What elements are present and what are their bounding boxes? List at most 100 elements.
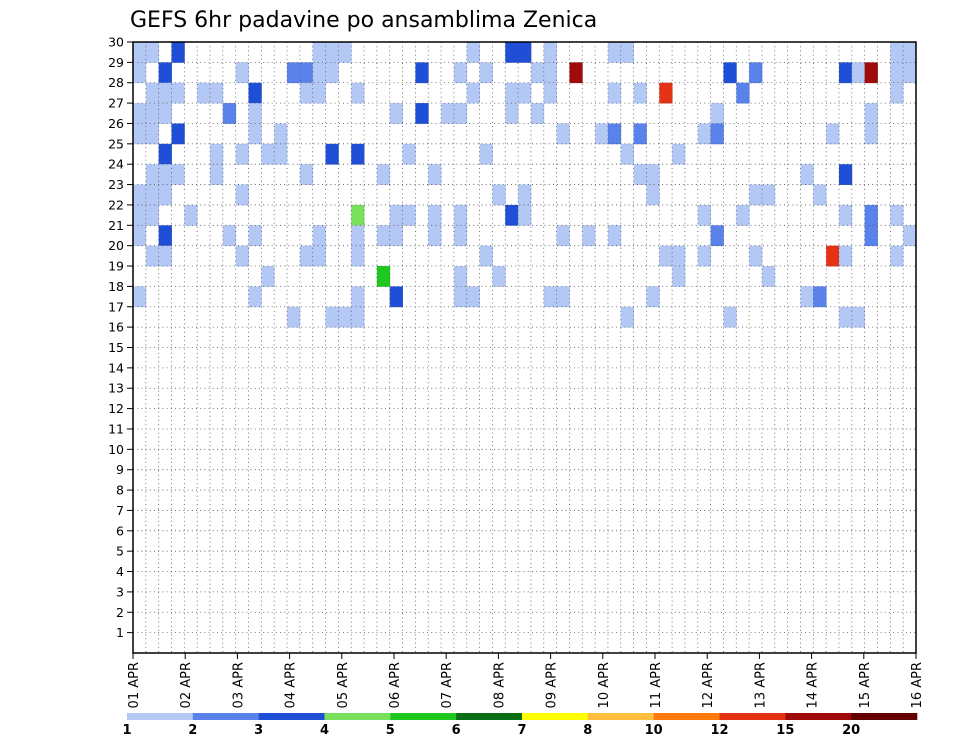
heatmap-cell: [569, 62, 583, 84]
heatmap-cell: [800, 164, 814, 185]
heatmap-cell: [851, 62, 866, 84]
heatmap-cell: [325, 62, 339, 84]
heatmap-cell: [222, 103, 237, 124]
x-tick-label: 09 APR: [545, 662, 560, 708]
y-tick-label: 1: [116, 625, 124, 640]
x-tick-label: 08 APR: [492, 662, 507, 708]
heatmap-cell: [274, 123, 288, 145]
heatmap-cell: [312, 82, 326, 104]
heatmap-cell: [325, 42, 339, 63]
y-tick-label: 13: [108, 381, 124, 396]
heatmap-cells: [133, 42, 917, 328]
colorbar-label: 3: [254, 723, 263, 738]
heatmap-cell: [890, 42, 904, 63]
colorbar-swatch: [522, 713, 589, 720]
heatmap-cell: [710, 123, 724, 145]
heatmap-cell: [466, 42, 480, 63]
heatmap-cell: [530, 103, 545, 124]
colorbar-swatch: [258, 713, 325, 720]
colorbar-swatch: [192, 713, 259, 720]
heatmap-cell: [133, 286, 147, 308]
heatmap-cell: [813, 184, 827, 206]
heatmap-cell: [838, 306, 853, 328]
heatmap-cell: [582, 225, 596, 247]
heatmap-cell: [710, 103, 724, 124]
heatmap-cell: [235, 143, 249, 165]
heatmap-cell: [749, 245, 763, 267]
x-tick-label: 16 APR: [910, 662, 925, 708]
heatmap-cell: [864, 62, 878, 84]
heatmap-cell: [389, 103, 403, 124]
y-tick-label: 2: [116, 605, 124, 620]
heatmap-cell: [620, 143, 635, 165]
heatmap-cell: [235, 62, 249, 84]
heatmap-cell: [736, 204, 750, 226]
heatmap-cell: [376, 266, 391, 287]
colorbar-label: 1: [122, 723, 131, 738]
heatmap-cell: [171, 82, 185, 104]
heatmap-cell: [864, 103, 878, 124]
heatmap-cell: [158, 143, 172, 165]
heatmap-cell: [646, 184, 660, 206]
heatmap-cell: [158, 82, 172, 104]
heatmap-cell: [505, 82, 519, 104]
heatmap-cell: [800, 286, 814, 308]
heatmap-cell: [697, 123, 712, 145]
heatmap-cell: [453, 286, 468, 308]
colorbar-label: 2: [188, 723, 197, 738]
x-tick-label: 03 APR: [231, 662, 246, 708]
heatmap-cell: [838, 62, 853, 84]
heatmap-cell: [543, 62, 557, 84]
y-tick-label: 3: [116, 584, 124, 599]
colorbar-label: 7: [517, 723, 526, 738]
heatmap-cell: [325, 306, 339, 328]
heatmap-cell: [518, 204, 532, 226]
heatmap-cell: [543, 82, 557, 104]
heatmap-cell: [299, 245, 314, 267]
heatmap-cell: [415, 62, 429, 84]
heatmap-cell: [453, 266, 468, 287]
heatmap-cell: [556, 123, 570, 145]
heatmap-cell: [312, 225, 326, 247]
y-tick-label: 27: [108, 96, 124, 111]
y-axis-ticks: 1234567891011121314151617181920212223242…: [108, 35, 133, 640]
heatmap-cell: [864, 204, 878, 226]
x-tick-label: 06 APR: [388, 662, 403, 708]
heatmap-cell: [171, 42, 185, 63]
y-tick-label: 22: [108, 197, 124, 212]
heatmap-cell: [543, 42, 557, 63]
heatmap-cell: [158, 103, 172, 124]
y-tick-label: 4: [116, 564, 124, 579]
heatmap-cell: [890, 62, 904, 84]
heatmap-cell: [222, 225, 237, 247]
y-tick-label: 25: [108, 136, 124, 151]
x-tick-label: 12 APR: [701, 662, 716, 708]
colorbar: 1 2 3 4 5 6 7 8 10 12 15 20: [122, 713, 918, 738]
chart-title: GEFS 6hr padavine po ansamblima Zenica: [130, 8, 597, 33]
heatmap-cell: [518, 82, 532, 104]
heatmap-cell: [672, 143, 686, 165]
heatmap-cell: [659, 245, 673, 267]
heatmap-cell: [890, 245, 904, 267]
colorbar-swatch: [587, 713, 654, 720]
x-axis-ticks: 01 APR 02 APR 03 APR 04 APR 05 APR 06 APR 07 A…: [127, 653, 925, 708]
y-tick-label: 15: [108, 340, 124, 355]
heatmap-cell: [441, 103, 455, 124]
heatmap-cell: [145, 82, 160, 104]
heatmap-cell: [133, 62, 147, 84]
heatmap-cell: [620, 42, 635, 63]
heatmap-cell: [672, 245, 686, 267]
heatmap-cell: [697, 204, 712, 226]
heatmap-cell: [145, 164, 160, 185]
heatmap-cell: [466, 286, 480, 308]
heatmap-cell: [479, 245, 493, 267]
heatmap-cell: [851, 306, 866, 328]
heatmap-cell: [299, 164, 314, 185]
heatmap-cell: [864, 225, 878, 247]
heatmap-cell: [505, 42, 519, 63]
heatmap-cell: [453, 62, 468, 84]
heatmap-cell: [749, 184, 763, 206]
heatmap-cell: [633, 164, 647, 185]
heatmap-cell: [838, 204, 853, 226]
heatmap-cell: [287, 306, 301, 328]
